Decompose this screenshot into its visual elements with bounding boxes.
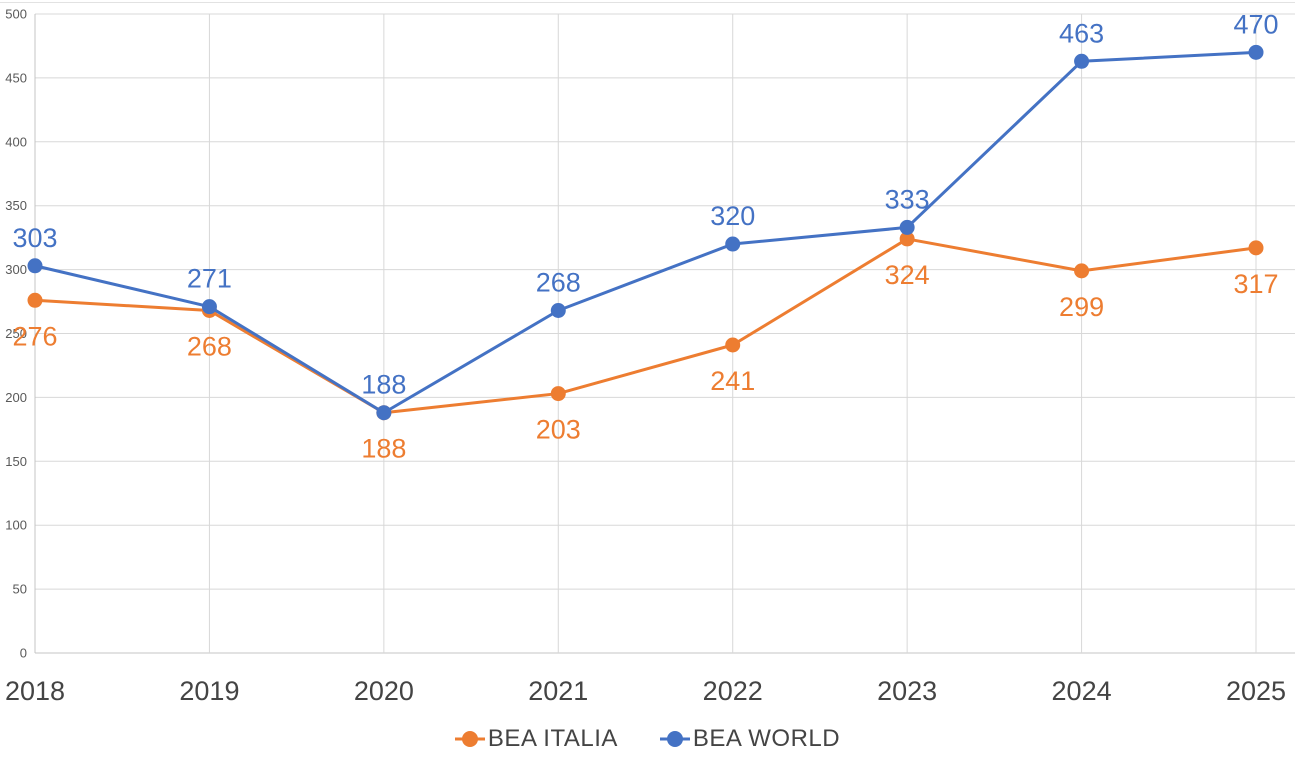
y-tick-label: 100 — [5, 518, 27, 533]
data-label: 299 — [1059, 292, 1104, 322]
y-tick-label: 500 — [5, 7, 27, 22]
x-category-label: 2023 — [877, 676, 937, 706]
data-point-bea-italia — [27, 292, 43, 308]
x-category-label: 2021 — [528, 676, 588, 706]
data-label: 470 — [1233, 9, 1278, 39]
chart-top-border — [0, 2, 1295, 3]
data-point-bea-world — [1248, 44, 1264, 60]
data-label: 324 — [885, 260, 930, 290]
data-label: 333 — [885, 184, 930, 214]
y-tick-label: 150 — [5, 454, 27, 469]
data-label: 303 — [12, 223, 57, 253]
legend-label-bea-italia: BEA ITALIA — [487, 725, 618, 752]
legend-label-bea-world: BEA WORLD — [692, 725, 841, 752]
y-tick-label: 300 — [5, 262, 27, 277]
data-point-bea-world — [1074, 53, 1090, 69]
data-point-bea-world — [201, 299, 217, 315]
data-label: 276 — [12, 321, 57, 351]
data-point-bea-world — [550, 302, 566, 318]
data-label: 188 — [361, 434, 406, 464]
data-point-bea-italia — [1074, 263, 1090, 279]
data-label: 463 — [1059, 18, 1104, 48]
legend-line-dot-icon — [659, 731, 690, 747]
legend-item-bea-italia: BEA ITALIA — [454, 725, 618, 753]
x-category-label: 2022 — [703, 676, 763, 706]
x-category-label: 2024 — [1052, 676, 1112, 706]
x-category-label: 2025 — [1226, 676, 1286, 706]
x-category-label: 2018 — [5, 676, 65, 706]
data-label: 271 — [187, 264, 232, 294]
y-tick-label: 450 — [5, 70, 27, 85]
series-line-bea-world — [33, 50, 1258, 415]
data-point-bea-world — [376, 405, 392, 421]
chart-legend: BEA ITALIA BEA WORLD — [0, 721, 1295, 757]
data-label: 188 — [361, 370, 406, 400]
y-tick-label: 400 — [5, 134, 27, 149]
y-tick-label: 350 — [5, 198, 27, 213]
data-label: 203 — [536, 415, 581, 445]
series-line-bea-italia — [33, 237, 1258, 415]
data-label: 317 — [1233, 269, 1278, 299]
data-point-bea-italia — [1248, 240, 1264, 256]
x-category-label: 2019 — [179, 676, 239, 706]
data-point-bea-italia — [725, 337, 741, 353]
legend-item-bea-world: BEA WORLD — [659, 725, 841, 753]
legend-line-dot-icon — [454, 731, 485, 747]
data-label: 268 — [187, 331, 232, 361]
data-label: 268 — [536, 267, 581, 297]
data-label: 241 — [710, 366, 755, 396]
data-point-bea-italia — [899, 231, 915, 247]
data-point-bea-italia — [550, 386, 566, 402]
y-tick-label: 200 — [5, 390, 27, 405]
data-point-bea-world — [27, 258, 43, 274]
data-point-bea-world — [725, 236, 741, 252]
x-category-label: 2020 — [354, 676, 414, 706]
y-tick-label: 50 — [13, 582, 27, 597]
y-tick-label: 250 — [5, 326, 27, 341]
chart-plot-area: 0 50 100 150 200 250 300 350 400 450 500 2018 2019 20… — [5, 7, 1295, 706]
y-tick-label: 0 — [20, 646, 27, 661]
data-point-bea-world — [899, 219, 915, 235]
data-label: 320 — [710, 201, 755, 231]
